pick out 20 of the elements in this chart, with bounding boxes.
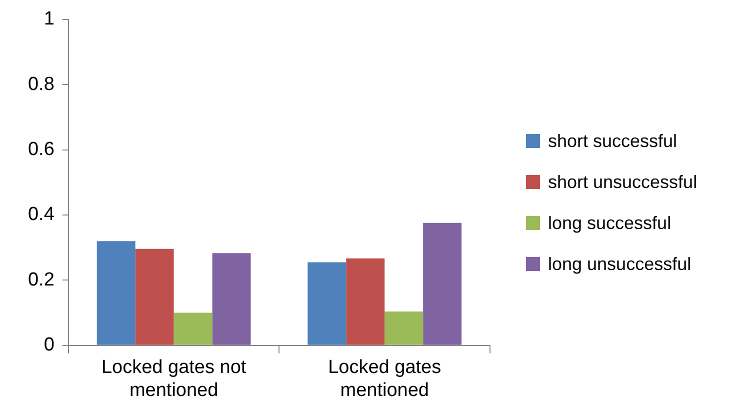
bar — [96, 241, 136, 345]
y-tick-label: 0.4 — [28, 204, 55, 226]
bar — [308, 262, 346, 345]
bar — [384, 311, 424, 345]
y-tick-label: 0.2 — [28, 269, 54, 290]
legend-label: long successful — [548, 212, 672, 234]
bar — [135, 248, 174, 345]
bar — [174, 312, 212, 345]
y-tick-label: 0 — [44, 334, 54, 356]
legend-label: long unsuccessful — [548, 254, 692, 274]
x-tick-label: Locked gates mentioned — [328, 357, 442, 401]
bar — [423, 222, 462, 345]
x-tick-label: Locked gates not mentioned — [101, 357, 247, 401]
bar — [212, 253, 251, 345]
legend-label: short successful — [548, 130, 678, 152]
y-tick-label: 0.6 — [28, 139, 54, 160]
y-tick-label: 1 — [44, 8, 54, 30]
legend-label: short unsuccessful — [548, 172, 698, 192]
y-tick-label: 0.8 — [28, 74, 54, 95]
bar — [346, 258, 385, 345]
